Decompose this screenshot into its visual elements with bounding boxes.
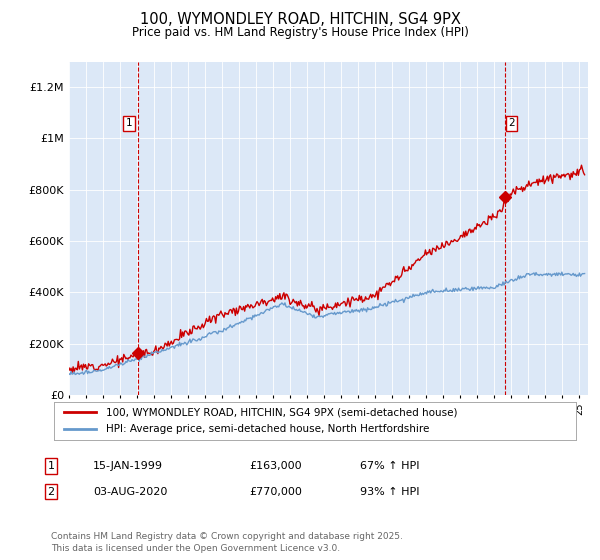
Text: 1: 1 (126, 118, 133, 128)
Text: Contains HM Land Registry data © Crown copyright and database right 2025.
This d: Contains HM Land Registry data © Crown c… (51, 533, 403, 553)
Text: £770,000: £770,000 (249, 487, 302, 497)
Text: HPI: Average price, semi-detached house, North Hertfordshire: HPI: Average price, semi-detached house,… (106, 424, 430, 434)
Text: 100, WYMONDLEY ROAD, HITCHIN, SG4 9PX: 100, WYMONDLEY ROAD, HITCHIN, SG4 9PX (140, 12, 460, 27)
Text: 1: 1 (47, 461, 55, 471)
Text: 2: 2 (47, 487, 55, 497)
Text: 2: 2 (508, 118, 515, 128)
Text: 67% ↑ HPI: 67% ↑ HPI (360, 461, 419, 471)
Text: 03-AUG-2020: 03-AUG-2020 (93, 487, 167, 497)
Text: 93% ↑ HPI: 93% ↑ HPI (360, 487, 419, 497)
Text: 100, WYMONDLEY ROAD, HITCHIN, SG4 9PX (semi-detached house): 100, WYMONDLEY ROAD, HITCHIN, SG4 9PX (s… (106, 407, 458, 417)
Text: Price paid vs. HM Land Registry's House Price Index (HPI): Price paid vs. HM Land Registry's House … (131, 26, 469, 39)
Text: £163,000: £163,000 (249, 461, 302, 471)
Text: 15-JAN-1999: 15-JAN-1999 (93, 461, 163, 471)
